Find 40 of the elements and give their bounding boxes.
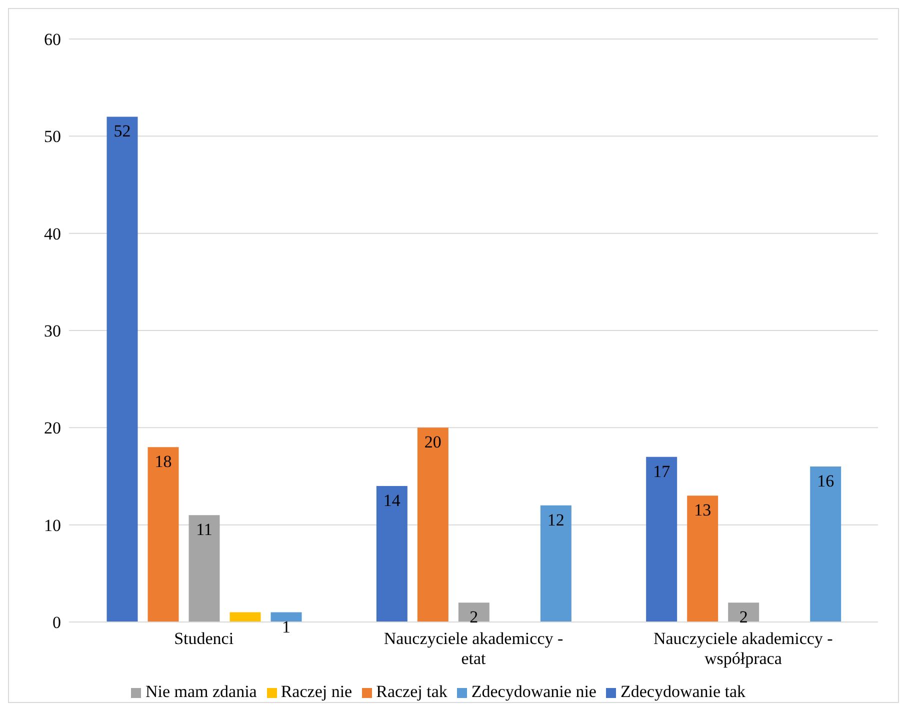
bar — [148, 447, 179, 622]
data-label: 1 — [282, 617, 291, 636]
x-tick-label: Studenci — [174, 629, 234, 648]
y-tick-label: 20 — [44, 418, 61, 438]
bar — [810, 466, 842, 622]
legend-label: Zdecydowanie nie — [471, 682, 596, 701]
y-tick-label: 30 — [44, 322, 61, 341]
data-label: 52 — [114, 122, 131, 141]
bar — [188, 515, 220, 622]
data-label: 18 — [154, 452, 172, 472]
y-tick-label: 50 — [44, 127, 61, 146]
bar — [270, 612, 302, 622]
y-tick-label: 40 — [44, 224, 61, 244]
bar — [230, 612, 261, 622]
data-label: 13 — [694, 500, 712, 520]
y-tick-label: 0 — [52, 613, 61, 632]
x-tick-label: Nauczyciele akademiccy - współpraca — [653, 629, 834, 668]
x-tick-label: Nauczyciele akademiccy - etat — [384, 629, 564, 668]
data-label: 2 — [739, 608, 748, 627]
bar — [540, 505, 572, 622]
data-label: 12 — [547, 510, 564, 530]
bar — [728, 602, 760, 622]
data-label: 11 — [196, 520, 212, 540]
bar — [417, 428, 448, 622]
bar — [646, 456, 678, 622]
bar — [106, 116, 138, 622]
data-label: 20 — [424, 432, 442, 452]
legend-label: Zdecydowanie tak — [620, 682, 746, 701]
data-label: 16 — [817, 472, 834, 491]
bar — [687, 496, 718, 622]
y-tick-label: 10 — [44, 516, 61, 535]
legend-label: Raczej tak — [376, 682, 448, 701]
data-label: 17 — [653, 462, 671, 481]
y-tick-label: 60 — [44, 30, 61, 50]
legend-label: Nie mam zdania — [145, 682, 257, 701]
data-label: 2 — [470, 608, 478, 627]
bar — [458, 602, 490, 622]
bar — [376, 486, 408, 622]
legend-label: Raczej nie — [280, 682, 352, 701]
data-label: 14 — [383, 490, 401, 510]
